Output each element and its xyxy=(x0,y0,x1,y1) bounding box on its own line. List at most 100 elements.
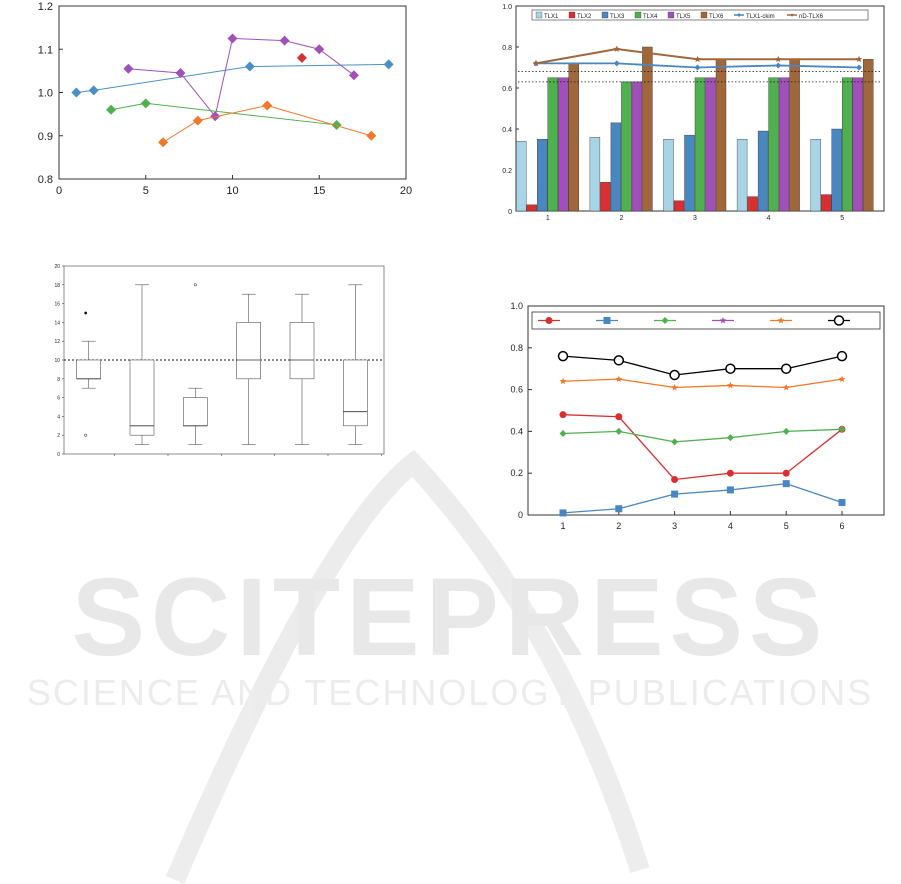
x-tick-label: 10 xyxy=(226,185,238,197)
data-point xyxy=(838,425,846,433)
box xyxy=(129,359,155,436)
data-point xyxy=(782,384,790,391)
data-point xyxy=(559,377,567,385)
legend-label: TLX2 xyxy=(577,14,592,20)
bar xyxy=(642,46,653,212)
line-marker xyxy=(855,55,863,63)
y-tick-label: 4 xyxy=(57,414,60,420)
plot-frame xyxy=(58,5,407,180)
data-point xyxy=(331,119,342,130)
data-point xyxy=(227,33,238,44)
y-tick-label: 14 xyxy=(54,320,60,326)
data-point xyxy=(726,486,734,494)
y-tick-label: 12 xyxy=(54,339,60,345)
watermark-swoosh-left xyxy=(165,449,426,884)
box xyxy=(183,397,208,427)
data-point xyxy=(244,61,255,72)
data-point xyxy=(615,375,623,382)
data-point xyxy=(210,111,221,122)
y-tick-label: 0.6 xyxy=(502,86,512,93)
data-point xyxy=(838,375,846,382)
data-point xyxy=(726,469,734,477)
y-tick-label: 1.1 xyxy=(38,44,53,56)
data-point xyxy=(366,130,377,141)
line-chart: 0 0.2 0.4 0.6 0.8 1.0 1 2 3 4 5 6 xyxy=(510,301,885,531)
y-tick-label: 0.4 xyxy=(502,127,512,134)
x-tick-label: 1 xyxy=(546,215,550,222)
legend-box xyxy=(531,9,869,21)
legend-label: TLX3 xyxy=(610,14,625,20)
line-marker xyxy=(856,64,862,71)
line-marker xyxy=(694,64,701,71)
data-point xyxy=(615,427,623,435)
data-point xyxy=(782,469,790,477)
bar xyxy=(842,77,853,212)
series-line xyxy=(562,428,843,443)
box xyxy=(343,359,368,427)
data-point xyxy=(615,413,623,421)
y-tick-label: 1.0 xyxy=(502,4,512,11)
bar xyxy=(610,122,622,212)
y-tick-label: 1.0 xyxy=(38,88,53,100)
legend-marker xyxy=(603,317,611,324)
y-tick-label: 0 xyxy=(508,209,512,216)
data-point xyxy=(671,490,679,498)
data-point xyxy=(88,85,99,96)
legend-marker xyxy=(833,315,845,326)
bar xyxy=(663,139,674,212)
legend-swatch xyxy=(568,11,576,19)
data-point xyxy=(557,350,569,362)
y-tick-label: 0.2 xyxy=(510,468,523,478)
y-tick-label: 1.2 xyxy=(38,1,53,13)
data-point xyxy=(615,505,623,513)
series-line xyxy=(562,482,843,514)
x-tick-label: 1 xyxy=(560,521,565,531)
legend-label: TLX6 xyxy=(709,14,724,20)
data-point xyxy=(314,44,325,55)
y-tick-label: 1.0 xyxy=(510,301,523,311)
series-line xyxy=(562,414,843,481)
y-tick-label: 10 xyxy=(54,358,60,364)
box-plot: 0 2 4 6 8 10 12 14 16 18 20 xyxy=(54,264,385,458)
y-tick-label: 20 xyxy=(54,264,60,270)
bar xyxy=(516,141,527,212)
bar xyxy=(863,59,874,212)
bar xyxy=(821,194,832,212)
x-tick-label: 5 xyxy=(840,215,844,222)
data-point xyxy=(671,475,679,483)
x-tick-label: 5 xyxy=(143,185,149,197)
bar xyxy=(768,77,779,212)
x-tick-label: 0 xyxy=(56,185,62,197)
x-tick-label: 4 xyxy=(767,215,771,222)
bar xyxy=(621,81,632,212)
data-point xyxy=(726,434,734,442)
legend-marker xyxy=(777,317,785,324)
y-tick-label: 0 xyxy=(518,510,523,520)
box xyxy=(289,322,315,380)
legend-marker xyxy=(719,317,727,324)
data-point xyxy=(383,59,394,70)
y-tick-label: 2 xyxy=(57,433,60,439)
data-point xyxy=(727,381,734,389)
data-point xyxy=(279,35,290,46)
bar xyxy=(852,77,863,212)
plot-frame xyxy=(527,305,885,516)
data-point xyxy=(559,509,567,517)
line-marker xyxy=(532,59,540,67)
bar xyxy=(600,182,611,212)
y-tick-label: 16 xyxy=(54,302,60,308)
legend-label: TLX4 xyxy=(643,14,658,20)
data-point xyxy=(296,52,307,63)
x-tick-label: 5 xyxy=(784,521,789,531)
data-point xyxy=(836,350,848,362)
line-marker xyxy=(613,45,621,52)
bar xyxy=(778,77,790,212)
bar xyxy=(537,139,548,212)
data-point xyxy=(123,63,134,74)
bar xyxy=(589,136,601,212)
legend-box xyxy=(531,311,881,330)
data-point xyxy=(613,355,625,366)
legend-swatch xyxy=(634,11,642,19)
y-tick-label: 18 xyxy=(54,283,60,289)
x-tick-label: 2 xyxy=(616,521,621,531)
